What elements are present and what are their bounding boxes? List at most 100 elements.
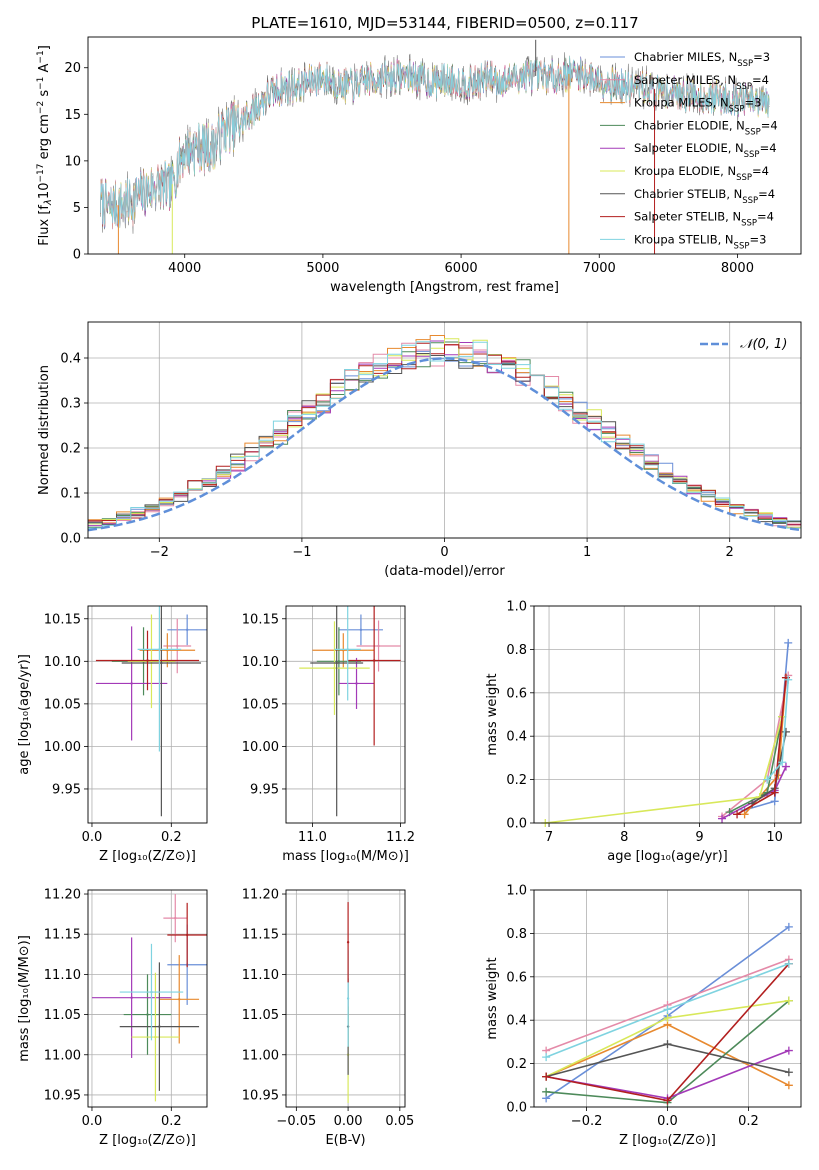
legend-label: Kroupa STELIB, NSSP=3 [634,232,766,251]
points-mass_vs_Z [91,894,207,1102]
legend-label: Salpeter STELIB, NSSP=4 [634,210,774,229]
weight-marker [763,775,772,784]
y-tick-label: 0.0 [60,532,81,547]
points-mass_vs_ebv [346,902,350,1103]
data-point [150,990,153,994]
weight-marker [770,788,779,797]
y-tick-label: 11.20 [44,888,81,903]
weight-marker [778,758,787,767]
y-tick-label: 9.95 [250,782,279,797]
y-axis-label: Normed distribution [37,365,52,495]
x-tick-label: 8000 [721,261,754,276]
y-tick-label: 11.00 [44,1048,81,1063]
x-tick-label: 2 [726,545,734,560]
weight-marker [663,1096,672,1105]
data-point [158,1025,161,1028]
y-tick-label: 11.15 [44,928,81,943]
x-tick-label: 7 [545,830,553,845]
y-tick-label: 10.15 [242,612,279,627]
x-tick-label: −0.05 [276,1114,316,1129]
y-axis-label: mass [log₁₀(M/M⊙)] [17,935,32,1062]
x-tick-label: 0.0 [82,830,103,845]
legend-label: Kroupa ELODIE, NSSP=4 [634,164,769,183]
weight-marker [784,638,793,647]
weight-marker [663,1014,672,1023]
residuals-frame [87,321,802,539]
hist-series-kroupa_elodie [88,338,801,529]
data-point [176,644,179,648]
points-age_vs_mass [299,606,401,817]
x-tick-label: 0.05 [385,1114,414,1129]
y-tick-label: 0.4 [506,1014,527,1029]
data-point [337,660,341,663]
data-point [346,941,350,944]
y-tick-label: 11.10 [242,968,279,983]
data-point [372,659,376,662]
y-tick-label: 0 [73,248,81,263]
x-tick-label: 5000 [306,261,339,276]
y-tick-label: 11.05 [44,1008,81,1023]
legend-label: Chabrier ELODIE, NSSP=4 [634,118,778,137]
data-point [355,682,358,685]
gaussian-curve [87,357,802,532]
weight-marker [770,797,779,806]
data-point [130,682,133,685]
data-point [154,1035,157,1039]
weight-marker [784,959,793,968]
axes-weight_vs_age: 7 8 9 10 0.0 0.2 0.4 0.6 0.8 1.0 age [log₁₀(age/yr… [485,600,801,864]
y-axis-label: mass weight [485,957,500,1039]
data-point [178,998,181,1001]
frame-weight_vs_Z [533,889,802,1108]
frame-mass_vs_ebv [285,889,406,1108]
data-point [333,666,336,670]
data-point [158,648,161,651]
x-axis-label: wavelength [Angstrom, rest frame] [330,280,559,295]
y-tick-label: 0.8 [506,927,527,942]
y-tick-label: 0.3 [60,397,81,412]
axes-age_vs_mass: 11.0 11.2 9.95 10.00 10.05 10.10 10.15 mass [lo… [242,606,415,864]
x-axis-label: Z [log₁₀(Z/Z⊙)] [99,1133,196,1148]
weight-marker [784,1068,793,1077]
weight-marker [784,1081,793,1090]
weight-marker [781,762,790,771]
y-tick-label: 0.8 [506,643,527,658]
x-tick-label: 9 [695,830,703,845]
y-tick-label: 10.15 [44,612,81,627]
y-tick-label: 10.00 [44,740,81,755]
x-tick-label: 4000 [168,261,201,276]
axes-age_vs_Z: 0.0 0.2 9.95 10.00 10.05 10.10 10.15 Z [log₁₀(Z… [17,606,207,864]
data-point [160,661,163,665]
spectrum-series-kroupa_stelib [100,56,770,228]
weight-marker [784,675,793,684]
spectrum-frame [87,36,802,255]
weight-marker [740,810,749,819]
y-tick-label: 11.10 [44,968,81,983]
y-tick-label: 1.0 [506,884,527,899]
legend-label: Chabrier MILES, NSSP=3 [634,50,770,69]
y-tick-label: 5 [73,201,81,216]
y-axis-label: Flux [fλ10−17 erg cm−2 s−1 A−1] [36,45,54,246]
x-tick-label: 7000 [583,261,616,276]
x-tick-label: 0.2 [161,1114,182,1129]
y-tick-label: 15 [64,108,81,123]
x-tick-label: −0.2 [571,1114,603,1129]
frame-age_vs_Z [87,605,208,824]
y-axis-label: age [log₁₀(age/yr)] [17,654,32,775]
x-axis-label: mass [log₁₀(M/M⊙)] [282,849,409,864]
weight-marker [718,814,727,823]
weight-line-salpeter_miles [721,675,789,818]
x-tick-label: 0.0 [82,1114,103,1129]
axes-spectrum: 4000 5000 6000 7000 8000 0 5 10 15 20 wavelength [… [36,45,754,295]
legend-label: Salpeter MILES, NSSP=4 [634,73,769,92]
weight-marker [663,1040,672,1049]
y-tick-label: 10.95 [242,1088,279,1103]
x-tick-label: 8 [620,830,628,845]
data-point [335,661,338,665]
hist-series-salpeter_stelib [88,342,801,526]
x-tick-label: 0.2 [738,1114,759,1129]
weight-marker [542,1087,551,1096]
x-axis-label: Z [log₁₀(Z/Z⊙)] [99,849,196,864]
legend-label: Kroupa MILES, NSSP=3 [634,96,761,115]
